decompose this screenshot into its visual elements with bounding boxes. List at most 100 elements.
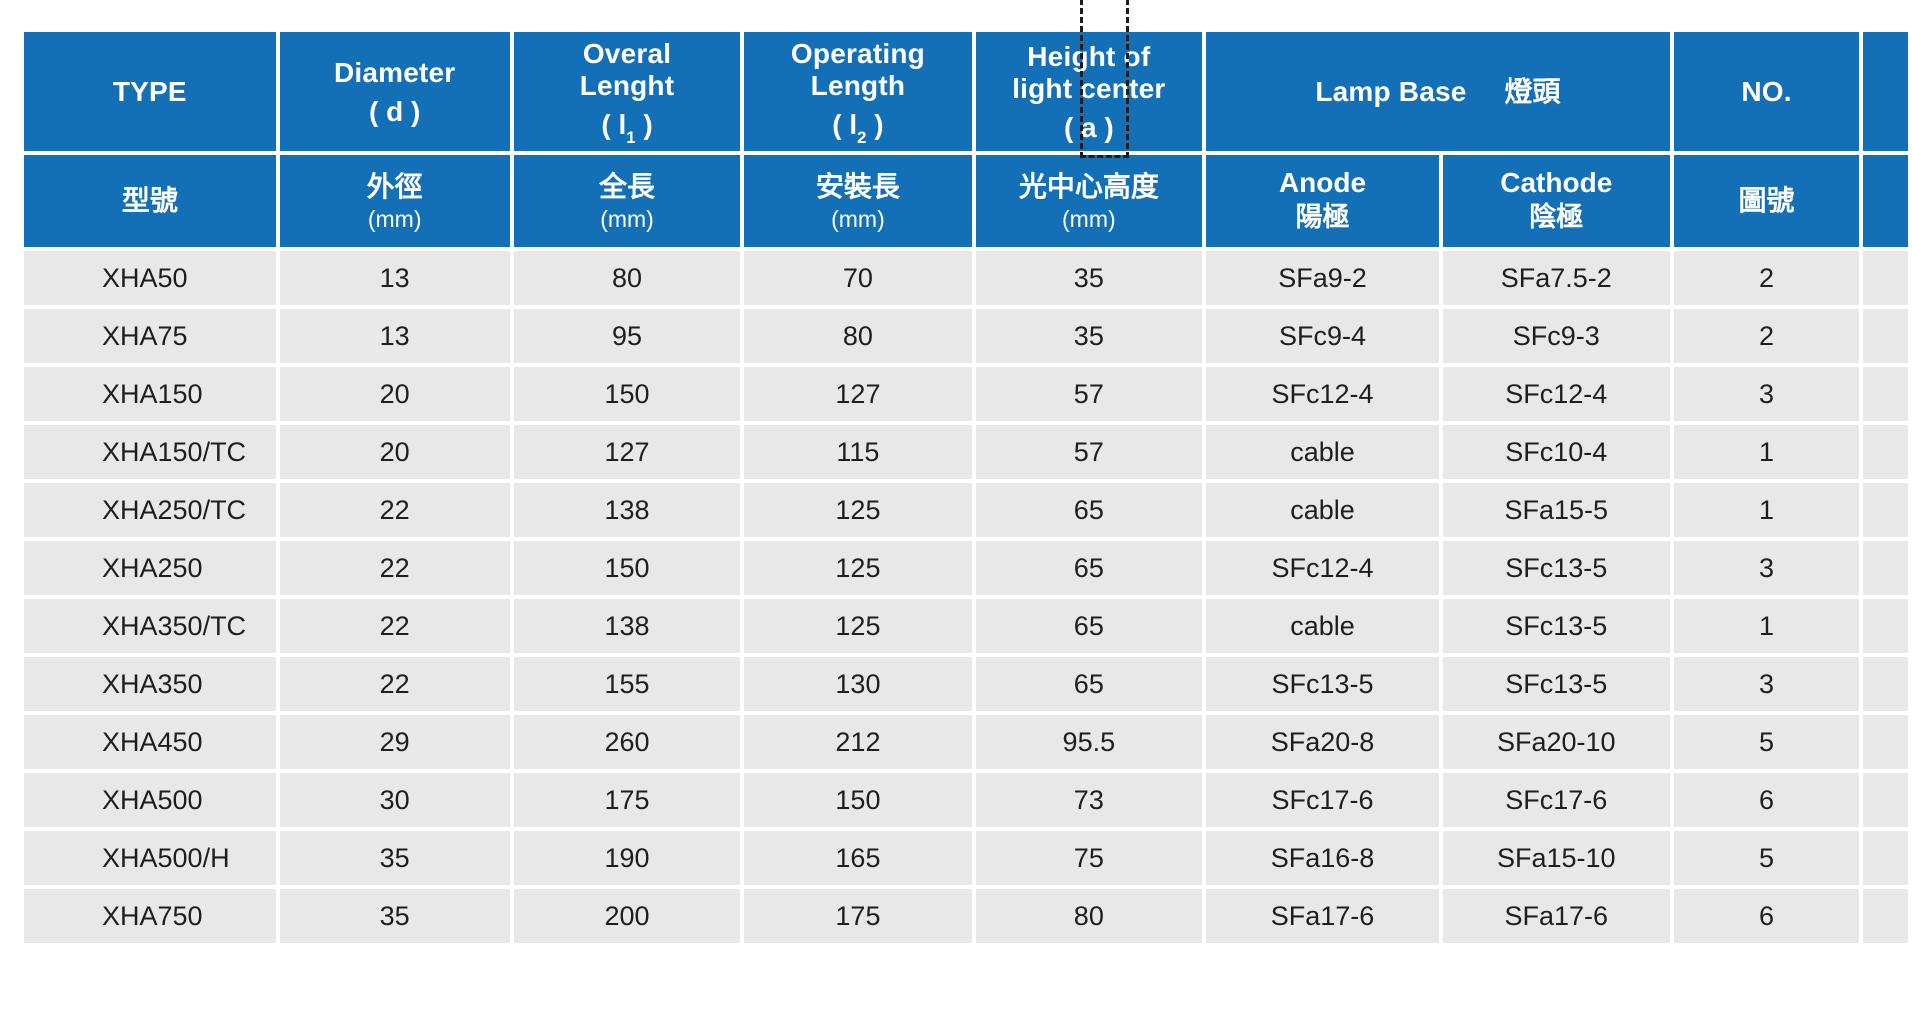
cell-diameter: 22 <box>279 483 510 537</box>
unit-mm: (mm) <box>600 205 654 232</box>
header-no: NO. <box>1673 32 1860 151</box>
cell-no: 2 <box>1673 309 1860 363</box>
cropped-edge-cell <box>1863 657 1908 711</box>
cell-anode: cable <box>1206 425 1439 479</box>
cell-diameter: 22 <box>279 599 510 653</box>
subheader-diameter-zh: 外徑 (mm) <box>279 155 510 247</box>
cell-type: XHA500 <box>24 773 276 827</box>
cropped-edge-cell <box>1863 309 1908 363</box>
table-row: XHA750 35 200 175 80 SFa17-6 SFa17-6 6 <box>24 889 1908 943</box>
subheader-anode-zh: 陽極 <box>1295 202 1350 233</box>
table-row: XHA250 22 150 125 65 SFc12-4 SFc13-5 3 <box>24 541 1908 595</box>
cell-operating-length: 212 <box>744 715 972 769</box>
cell-no: 1 <box>1673 599 1860 653</box>
cell-cathode: SFc13-5 <box>1442 541 1670 595</box>
cell-anode: SFc13-5 <box>1206 657 1439 711</box>
cell-type: XHA350/TC <box>24 599 276 653</box>
table-row: XHA350 22 155 130 65 SFc13-5 SFc13-5 3 <box>24 657 1908 711</box>
cell-diameter: 22 <box>279 657 510 711</box>
cropped-next-column-header <box>1863 155 1908 247</box>
cropped-edge-cell <box>1863 889 1908 943</box>
cell-cathode: SFc17-6 <box>1442 773 1670 827</box>
cell-light-center-height: 57 <box>975 367 1203 421</box>
cell-overall-length: 127 <box>513 425 741 479</box>
table-row: XHA50 13 80 70 35 SFa9-2 SFa7.5-2 2 <box>24 251 1908 305</box>
cell-anode: SFc9-4 <box>1206 309 1439 363</box>
header-light-center-height: Height of light center ( a ) <box>975 32 1203 151</box>
cell-cathode: SFa15-10 <box>1442 831 1670 885</box>
cell-operating-length: 175 <box>744 889 972 943</box>
header-lamp-base-en: Lamp Base <box>1315 75 1467 107</box>
header-lamp-base: Lamp Base 燈頭 <box>1206 32 1670 151</box>
cell-type: XHA150/TC <box>24 425 276 479</box>
cell-light-center-height: 65 <box>975 599 1203 653</box>
cell-type: XHA350 <box>24 657 276 711</box>
cell-no: 2 <box>1673 251 1860 305</box>
cell-anode: SFc12-4 <box>1206 367 1439 421</box>
cell-anode: cable <box>1206 483 1439 537</box>
cell-diameter: 30 <box>279 773 510 827</box>
cell-anode: SFc12-4 <box>1206 541 1439 595</box>
cell-light-center-height: 95.5 <box>975 715 1203 769</box>
cell-light-center-height: 35 <box>975 309 1203 363</box>
header-diameter-label: Diameter <box>333 57 456 89</box>
table-row: XHA75 13 95 80 35 SFc9-4 SFc9-3 2 <box>24 309 1908 363</box>
cell-operating-length: 150 <box>744 773 972 827</box>
header-overall-length-line2: Lenght <box>579 70 675 102</box>
table-row: XHA150 20 150 127 57 SFc12-4 SFc12-4 3 <box>24 367 1908 421</box>
subheader-overall-length-zh: 全長 (mm) <box>513 155 741 247</box>
cell-light-center-height: 65 <box>975 483 1203 537</box>
cell-type: XHA450 <box>24 715 276 769</box>
cell-type: XHA250 <box>24 541 276 595</box>
cropped-edge-cell <box>1863 425 1908 479</box>
cell-operating-length: 125 <box>744 483 972 537</box>
cell-light-center-height: 57 <box>975 425 1203 479</box>
cell-overall-length: 95 <box>513 309 741 363</box>
subheader-no-zh: 圖號 <box>1673 155 1860 247</box>
unit-mm: (mm) <box>1062 205 1116 232</box>
header-lamp-base-zh: 燈頭 <box>1504 75 1561 107</box>
cell-anode: SFc17-6 <box>1206 773 1439 827</box>
cell-diameter: 35 <box>279 889 510 943</box>
cropped-edge-cell <box>1863 367 1908 421</box>
table-row: XHA350/TC 22 138 125 65 cable SFc13-5 1 <box>24 599 1908 653</box>
subheader-cathode: Cathode 陰極 <box>1442 155 1670 247</box>
table-row: XHA500/H 35 190 165 75 SFa16-8 SFa15-10 … <box>24 831 1908 885</box>
cropped-edge-cell <box>1863 715 1908 769</box>
cell-anode: SFa16-8 <box>1206 831 1439 885</box>
cell-light-center-height: 65 <box>975 657 1203 711</box>
cell-overall-length: 138 <box>513 599 741 653</box>
selection-marquee[interactable] <box>1080 0 1129 158</box>
cell-diameter: 22 <box>279 541 510 595</box>
table-row: XHA500 30 175 150 73 SFc17-6 SFc17-6 6 <box>24 773 1908 827</box>
cell-diameter: 13 <box>279 251 510 305</box>
cell-no: 1 <box>1673 425 1860 479</box>
cropped-edge-cell <box>1863 541 1908 595</box>
cell-diameter: 20 <box>279 367 510 421</box>
cell-type: XHA150 <box>24 367 276 421</box>
cell-no: 5 <box>1673 715 1860 769</box>
header-operating-length-line1: Operating <box>790 38 925 70</box>
unit-mm: (mm) <box>367 205 422 232</box>
header-overall-length-symbol: ( l1 ) <box>601 109 653 147</box>
header-light-center-height-line2: light center <box>1012 73 1166 104</box>
cell-no: 6 <box>1673 773 1860 827</box>
header-light-center-height-symbol: ( a ) <box>1063 111 1114 143</box>
cell-type: XHA50 <box>24 251 276 305</box>
cell-overall-length: 80 <box>513 251 741 305</box>
cell-light-center-height: 80 <box>975 889 1203 943</box>
header-row-chinese: 型號 外徑 (mm) 全長 (mm) 安裝長 (mm) 光中心高度 (mm) A… <box>24 155 1908 247</box>
cropped-next-column-header <box>1863 32 1908 151</box>
cell-diameter: 13 <box>279 309 510 363</box>
cell-diameter: 29 <box>279 715 510 769</box>
cell-anode: SFa20-8 <box>1206 715 1439 769</box>
header-operating-length: Operating Length ( l2 ) <box>744 32 972 151</box>
cell-type: XHA75 <box>24 309 276 363</box>
cell-overall-length: 190 <box>513 831 741 885</box>
cell-cathode: SFc10-4 <box>1442 425 1670 479</box>
cell-diameter: 20 <box>279 425 510 479</box>
cell-cathode: SFc13-5 <box>1442 599 1670 653</box>
subheader-operating-length-zh: 安裝長 (mm) <box>744 155 972 247</box>
cell-operating-length: 127 <box>744 367 972 421</box>
subheader-anode: Anode 陽極 <box>1206 155 1439 247</box>
